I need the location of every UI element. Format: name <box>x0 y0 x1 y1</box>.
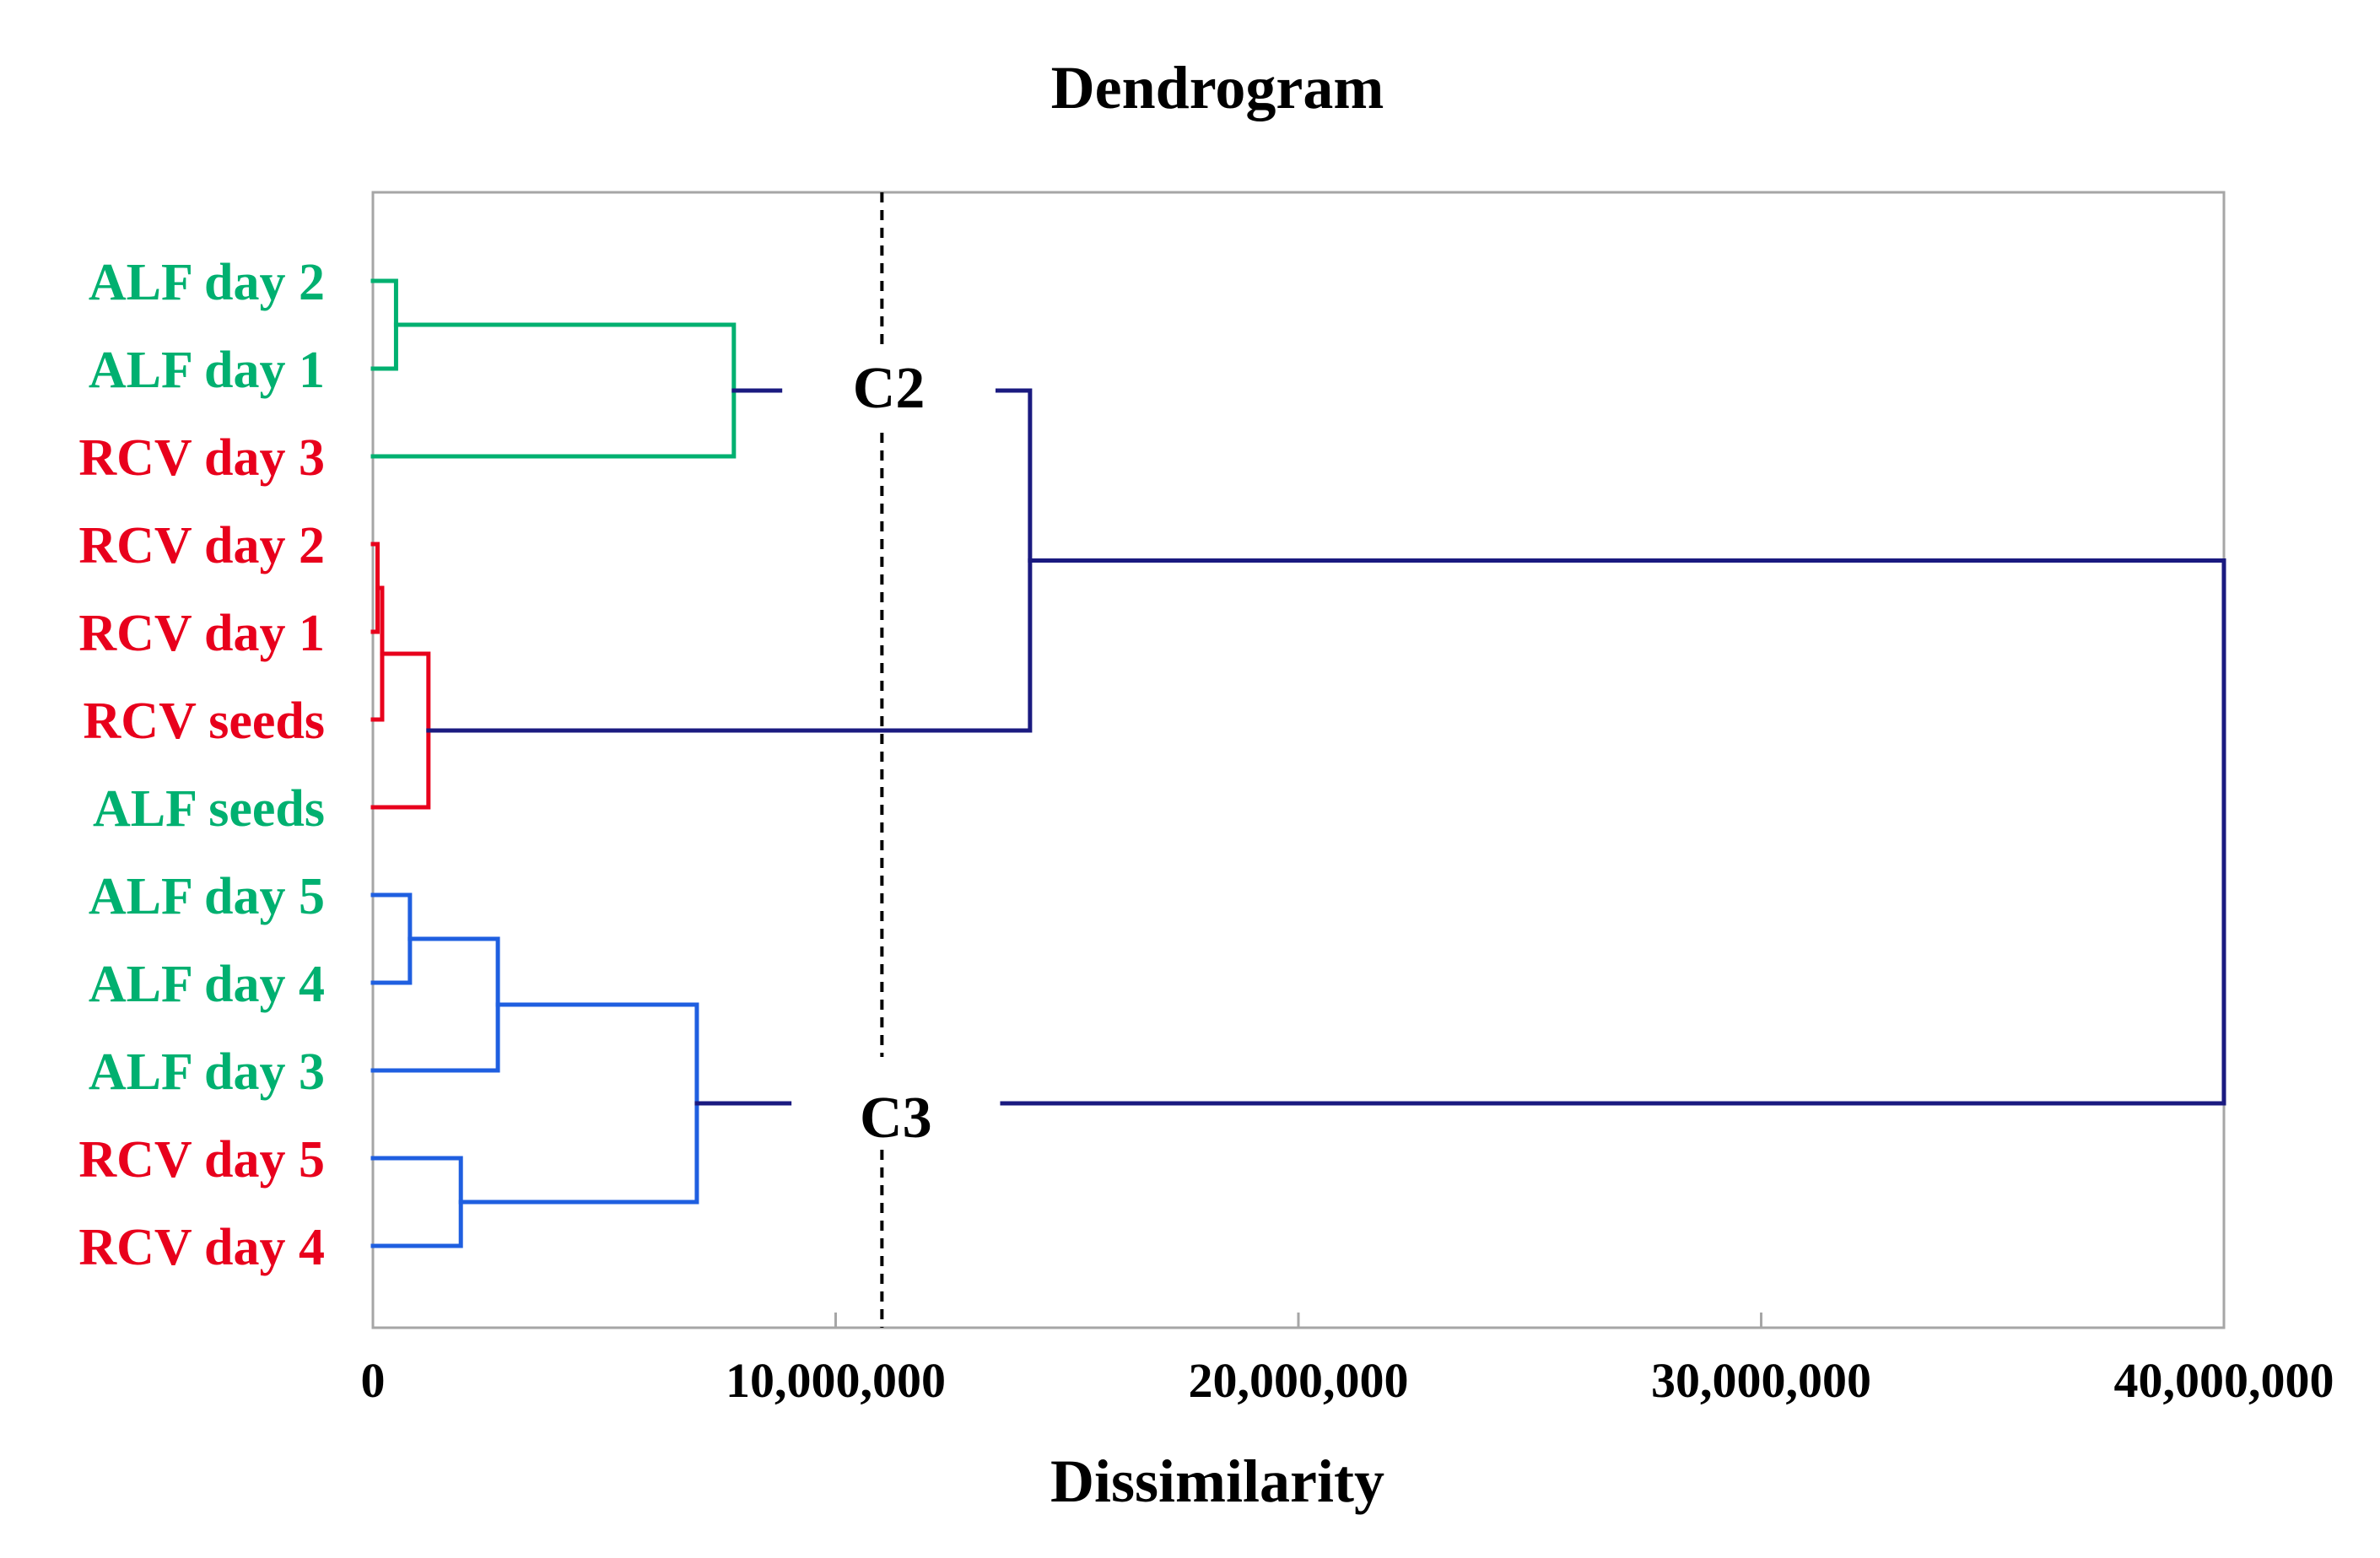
x-tick-label-0: 0 <box>361 1353 386 1408</box>
plot-frame <box>371 191 2226 1329</box>
leaf-label-3: RCV day 2 <box>78 517 325 574</box>
cluster-labels: C2 C3 <box>853 356 932 1151</box>
x-tick-label-2: 20,000,000 <box>1189 1353 1409 1408</box>
merge-link-m1 <box>370 278 398 371</box>
x-axis-label: Dissimilarity <box>1050 1447 1384 1515</box>
merge-link-m10 <box>426 388 1033 733</box>
x-tick-label-3: 30,000,000 <box>1651 1353 1871 1408</box>
merge-link-m7 <box>370 936 500 1073</box>
leaf-label-9: ALF day 3 <box>89 1043 325 1101</box>
merge-link-m2 <box>370 322 737 459</box>
chart-title: Dendrogram <box>1051 54 1384 121</box>
cluster-label-c3: C3 <box>860 1086 932 1151</box>
merge-link-root <box>694 558 2226 1106</box>
merge-link-m6 <box>370 892 413 985</box>
x-tick-label-4: 40,000,000 <box>2114 1353 2334 1408</box>
leaf-label-11: RCV day 4 <box>78 1219 325 1276</box>
leaf-labels: ALF day 2 ALF day 1 RCV day 3 RCV day 2 RCV … <box>78 254 325 1276</box>
leaf-label-6: ALF seeds <box>93 780 325 838</box>
merge-link-m8 <box>370 1156 463 1248</box>
leaf-label-2: RCV day 3 <box>78 429 325 487</box>
leaf-label-7: ALF day 5 <box>89 868 325 925</box>
leaf-label-5: RCV seeds <box>84 693 325 750</box>
leaf-label-10: RCV day 5 <box>78 1131 325 1189</box>
dendrogram-tree <box>370 192 2226 1328</box>
cluster-label-c2: C2 <box>853 356 926 421</box>
x-tick-label-1: 10,000,000 <box>726 1353 946 1408</box>
leaf-label-4: RCV day 1 <box>78 605 325 662</box>
leaf-label-1: ALF day 1 <box>89 342 325 399</box>
x-axis: 0 10,000,000 20,000,000 30,000,000 40,000,00… <box>361 1313 2334 1408</box>
leaf-label-0: ALF day 2 <box>89 254 325 311</box>
leaf-label-8: ALF day 4 <box>89 956 325 1013</box>
